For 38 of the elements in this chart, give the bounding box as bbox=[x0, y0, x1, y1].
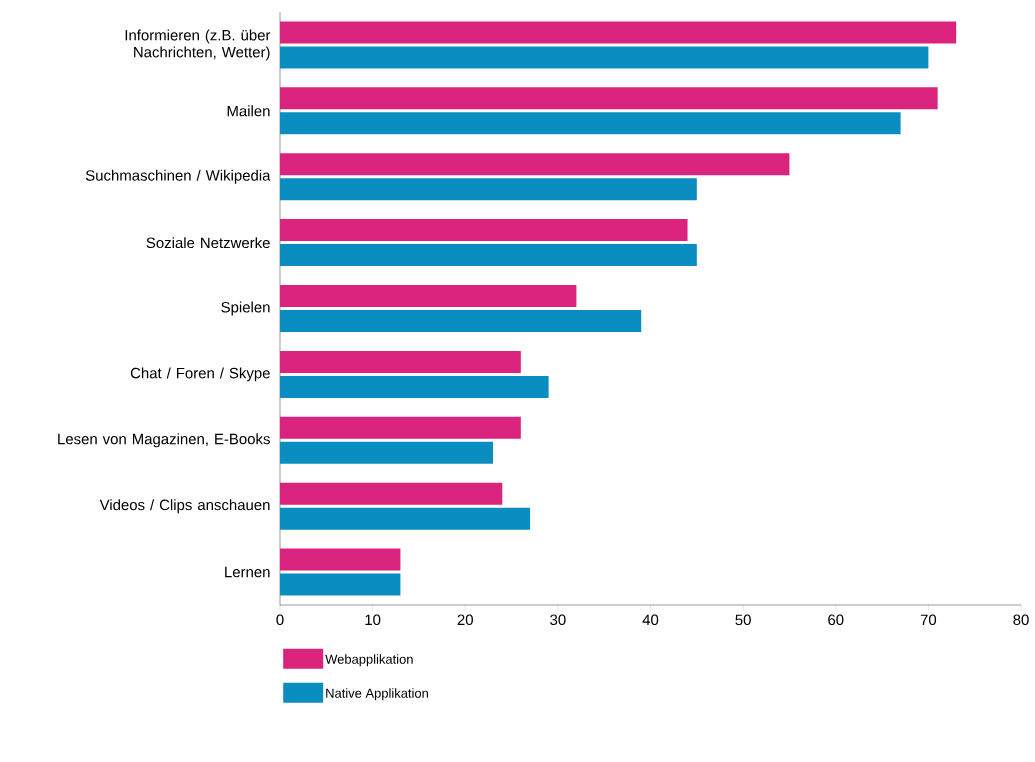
legend-label: Native Applikation bbox=[326, 688, 428, 701]
bar bbox=[280, 87, 938, 110]
bar bbox=[280, 416, 521, 439]
bar bbox=[280, 112, 901, 135]
bar bbox=[280, 244, 697, 267]
bar bbox=[280, 441, 494, 464]
bar bbox=[280, 573, 401, 596]
y-tick-label: Chat / Foren / Skype bbox=[130, 367, 270, 382]
y-tick-label: Soziale Netzwerke bbox=[146, 237, 270, 249]
bar bbox=[280, 310, 642, 333]
bar bbox=[280, 350, 521, 373]
x-tick-label: 70 bbox=[920, 614, 937, 626]
x-tick-label: 0 bbox=[276, 614, 284, 626]
legend-label: Webapplikation bbox=[325, 654, 413, 667]
y-tick-label: Mailen bbox=[227, 105, 270, 117]
x-tick-label: 80 bbox=[1013, 614, 1029, 626]
bar bbox=[280, 178, 697, 201]
bar bbox=[280, 375, 549, 398]
y-tick-label: Informieren (z.B. über Nachrichten, Wetter) bbox=[125, 29, 271, 61]
bar bbox=[280, 285, 577, 308]
bar bbox=[280, 46, 929, 69]
y-tick-label: Suchmaschinen / Wikipedia bbox=[85, 169, 271, 184]
x-tick-label: 10 bbox=[365, 614, 381, 626]
y-tick-label: Lernen bbox=[225, 566, 270, 578]
bar bbox=[280, 548, 401, 571]
x-tick-label: 60 bbox=[828, 614, 844, 626]
bar bbox=[280, 507, 531, 530]
x-tick-label: 40 bbox=[642, 614, 659, 626]
x-tick-label: 30 bbox=[550, 614, 566, 626]
bar bbox=[280, 21, 957, 44]
x-tick-label: 20 bbox=[457, 614, 473, 626]
y-tick-label: Lesen von Magazinen, E-Books bbox=[58, 433, 270, 448]
bar bbox=[280, 219, 688, 242]
y-tick-label: Videos / Clips anschauen bbox=[99, 499, 270, 514]
bar bbox=[280, 482, 503, 505]
y-tick-label: Spielen bbox=[221, 301, 270, 316]
bar bbox=[280, 153, 790, 176]
x-tick-label: 50 bbox=[735, 614, 751, 626]
